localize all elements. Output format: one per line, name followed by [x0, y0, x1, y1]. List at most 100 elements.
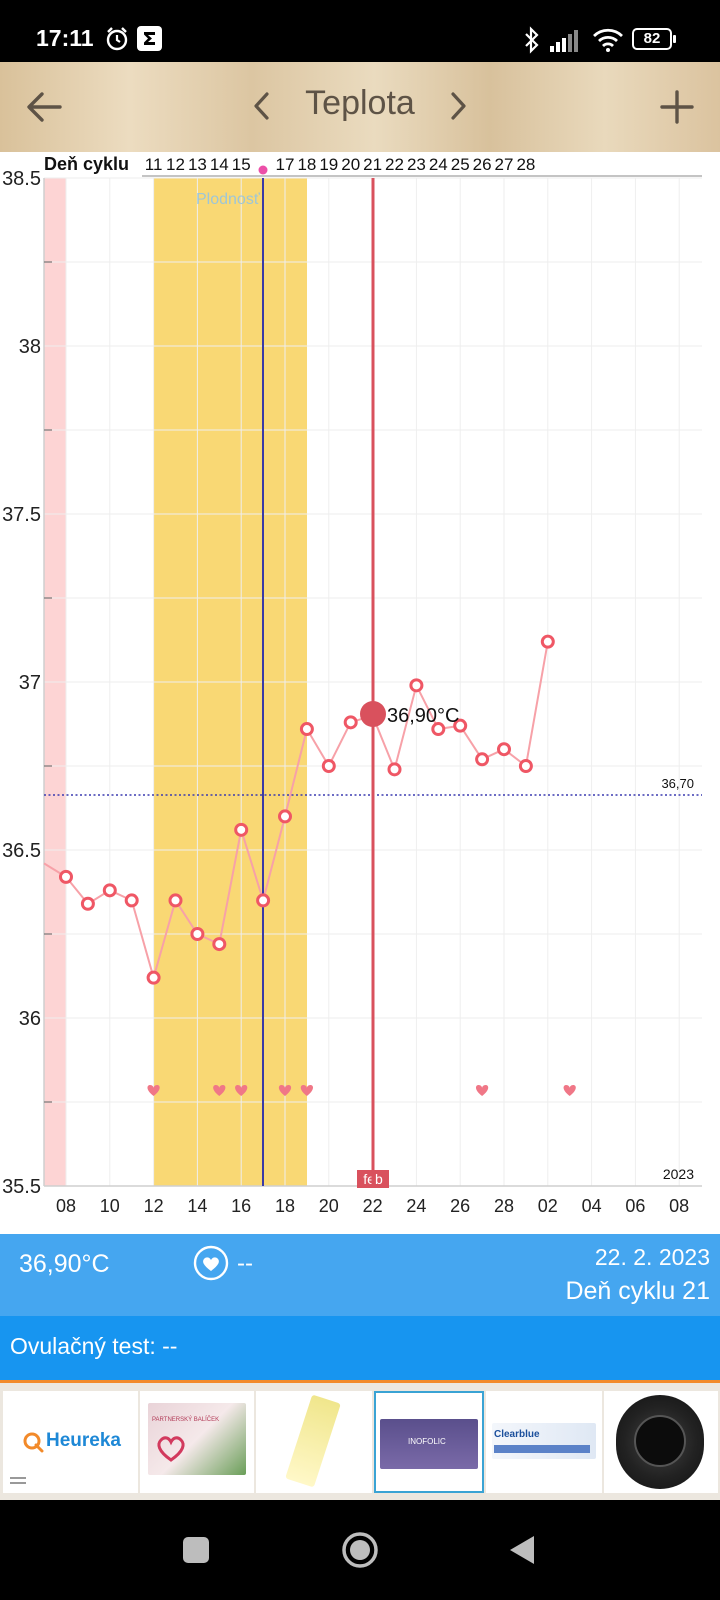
x-tick-label: 06: [625, 1196, 645, 1216]
back-triangle-icon[interactable]: [506, 1533, 540, 1567]
info-intercourse: --: [237, 1250, 253, 1277]
x-tick-label: 08: [669, 1196, 689, 1216]
chart-canvas[interactable]: Deň cyklu 11 12 13 14 15 17 18 19 20 21 22 23 24 25 26…: [0, 152, 720, 1234]
cycle-day-label: 26: [473, 155, 492, 174]
selected-point[interactable]: [360, 701, 386, 727]
previous-chart-chevron-icon[interactable]: [248, 88, 276, 124]
temperature-chart[interactable]: Deň cyklu 11 12 13 14 15 17 18 19 20 21 22 23 24 25 26…: [0, 152, 720, 1234]
cycle-day-label: 11: [145, 155, 163, 174]
home-icon[interactable]: [340, 1530, 380, 1570]
menu-lines-icon[interactable]: [10, 1475, 26, 1487]
page-title: Teplota: [305, 84, 415, 122]
ovulation-day-marker-icon: [258, 165, 268, 175]
temperature-point[interactable]: [212, 937, 227, 952]
x-tick-label: 28: [494, 1196, 514, 1216]
heart-circle-icon[interactable]: [192, 1244, 230, 1282]
ad-banner[interactable]: Heureka PARTNERSKÝ BALÍČEK INOFOLIC Clea…: [0, 1380, 720, 1503]
ad-product-2[interactable]: [256, 1391, 372, 1493]
temperature-point[interactable]: [80, 896, 95, 911]
bluetooth-icon: [525, 26, 539, 54]
add-icon[interactable]: [652, 82, 702, 132]
temperature-point[interactable]: [387, 762, 402, 777]
y-tick-label: 37: [19, 672, 41, 694]
temperature-point[interactable]: [168, 893, 183, 908]
temperature-point[interactable]: [102, 883, 117, 898]
x-tick-label: 16: [231, 1196, 251, 1216]
cycle-day-labels: 11 12 13 14 15 17 18 19 20 21 22 23 24 25 26 27 28: [145, 155, 536, 174]
cycle-day-label: 15: [232, 155, 251, 174]
x-tick-label: 02: [538, 1196, 558, 1216]
ad-product-4[interactable]: Clearblue: [486, 1391, 602, 1493]
cycle-day-label: 24: [429, 155, 448, 174]
y-tick-label: 35.5: [2, 1176, 41, 1198]
heart-outline-icon: [157, 1436, 185, 1462]
cycle-day-label: 17: [276, 155, 295, 174]
x-tick-label: 14: [187, 1196, 207, 1216]
intercourse-markers: [147, 1085, 576, 1096]
info-cycle-day: Deň cyklu 21: [565, 1277, 710, 1305]
temperature-point[interactable]: [146, 970, 161, 985]
cycle-day-label: 28: [516, 155, 535, 174]
temperature-point[interactable]: [409, 678, 424, 693]
y-axis-ticks: 38.5 38 37.5 37 36.5 36 35.5: [2, 168, 52, 1198]
cycle-day-label: 18: [297, 155, 316, 174]
temperature-point[interactable]: [518, 759, 533, 773]
ad-product-3-label: INOFOLIC: [408, 1437, 446, 1446]
temperature-point[interactable]: [234, 822, 249, 837]
temperature-point[interactable]: [475, 752, 490, 767]
ovulation-test-bar[interactable]: Ovulačný test: --: [0, 1316, 720, 1380]
ad-product-4-label: Clearblue: [494, 1429, 540, 1440]
y-tick-label: 38: [19, 336, 41, 358]
cycle-day-label: 19: [319, 155, 338, 174]
heureka-ad-tile[interactable]: Heureka: [3, 1391, 138, 1493]
temperature-point[interactable]: [321, 759, 336, 773]
heureka-brand: Heureka: [46, 1430, 121, 1451]
temperature-point[interactable]: [59, 869, 73, 884]
back-arrow-icon[interactable]: [20, 82, 70, 132]
temperature-point[interactable]: [343, 715, 358, 730]
battery-level: 82: [643, 30, 661, 47]
ad-product-1[interactable]: PARTNERSKÝ BALÍČEK: [140, 1391, 254, 1493]
ad-product-1-label: PARTNERSKÝ BALÍČEK: [152, 1417, 220, 1423]
status-time: 17:11: [36, 25, 94, 51]
ad-product-3-selected[interactable]: INOFOLIC: [374, 1391, 484, 1493]
x-tick-label: 12: [144, 1196, 164, 1216]
temperature-point[interactable]: [497, 742, 511, 757]
heureka-logo-icon: [23, 1432, 44, 1453]
temperature-point[interactable]: [299, 722, 314, 737]
heart-icon: [147, 1085, 160, 1096]
heart-icon: [235, 1085, 248, 1096]
temperature-point[interactable]: [190, 927, 205, 941]
x-tick-label: 20: [319, 1196, 339, 1216]
temperature-point[interactable]: [124, 893, 139, 908]
alarm-icon: [106, 27, 128, 51]
x-tick-label: 24: [406, 1196, 426, 1216]
y-tick-label: 36: [19, 1008, 41, 1030]
temperature-point[interactable]: [256, 893, 271, 908]
cycle-day-label: 27: [495, 155, 514, 174]
temperature-points: [59, 634, 555, 985]
temperature-point[interactable]: [540, 634, 555, 649]
cycle-day-label: 25: [451, 155, 470, 174]
cycle-day-header: Deň cyklu: [44, 154, 129, 174]
temperature-point[interactable]: [278, 809, 292, 824]
selected-temperature-label: 36,90°C: [387, 705, 460, 727]
x-axis-ticks: 08 10 12 14 16 18 20 22 24 26 28 02 04 06 08: [56, 1196, 689, 1216]
ad-product-5[interactable]: [604, 1391, 718, 1493]
heart-icon: [213, 1085, 226, 1096]
recent-apps-icon[interactable]: [180, 1534, 212, 1566]
toolbar: Teplota: [0, 62, 720, 152]
signal-icon: [550, 30, 578, 52]
day-info-panel[interactable]: 36,90°C -- 22. 2. 2023 Deň cyklu 21: [0, 1234, 720, 1316]
temperature-point[interactable]: [453, 718, 468, 733]
ovulation-test-label: Ovulačný test: --: [10, 1333, 178, 1359]
next-chart-chevron-icon[interactable]: [444, 88, 472, 124]
battery-icon: 82: [632, 28, 676, 50]
status-bar: 17:11 82: [0, 0, 720, 62]
heart-icon: [300, 1085, 314, 1096]
cycle-day-label: 14: [210, 155, 229, 174]
x-tick-label: 18: [275, 1196, 295, 1216]
cycle-day-label: 13: [188, 155, 207, 174]
temperature-point[interactable]: [431, 722, 446, 737]
cycle-day-label: 21: [363, 155, 382, 174]
